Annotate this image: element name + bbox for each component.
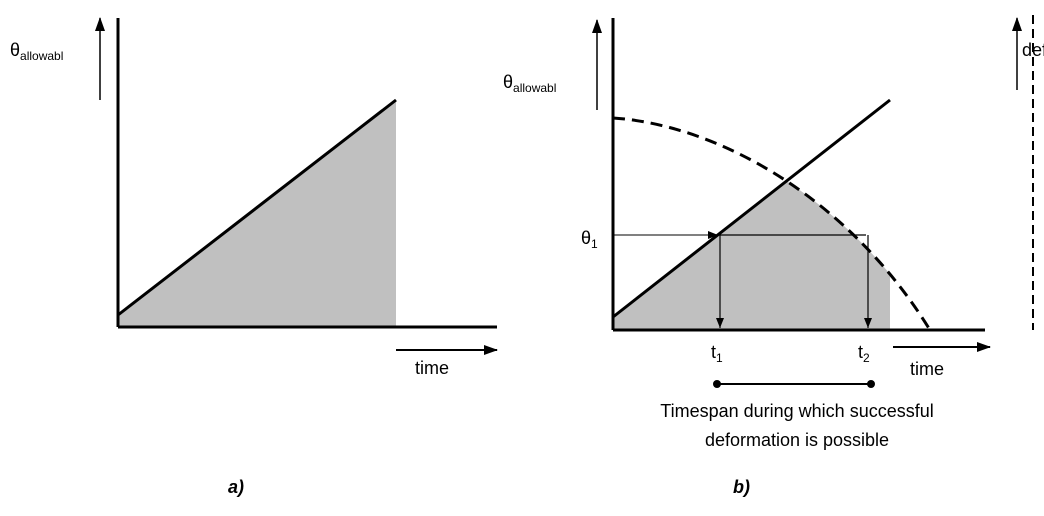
symbol: θ: [581, 228, 591, 248]
symbol: t: [711, 342, 716, 362]
panel-a: θallowabl time a): [10, 17, 498, 497]
subscript: allowabl: [513, 81, 556, 95]
panel-b: θallowabl def θ1 t1 t2 time Timespan dur…: [503, 15, 1044, 497]
timespan-end: [867, 380, 875, 388]
y-label: θallowabl: [503, 72, 556, 95]
caption: b): [733, 477, 750, 497]
subscript: 2: [863, 351, 870, 365]
x-label: time: [910, 359, 944, 379]
note-line: deformation is possible: [705, 430, 889, 450]
limit-line: [117, 98, 397, 317]
caption: a): [228, 477, 244, 497]
subscript: 1: [591, 237, 598, 251]
right-label: def: [1022, 40, 1044, 60]
symbol: θ: [10, 40, 20, 60]
subscript: allowabl: [20, 49, 63, 63]
limit-line: [612, 98, 891, 319]
note-line: Timespan during which successful: [660, 401, 933, 421]
symbol: t: [858, 342, 863, 362]
shaded-area: [613, 118, 890, 330]
dashed-curve: [612, 116, 932, 331]
shaded-area: [118, 100, 396, 327]
t2-label: t2: [858, 342, 870, 365]
x-label: time: [415, 358, 449, 378]
theta1-label: θ1: [581, 228, 598, 251]
timespan-start: [713, 380, 721, 388]
symbol: θ: [503, 72, 513, 92]
t1-label: t1: [711, 342, 723, 365]
subscript: 1: [716, 351, 723, 365]
y-label: θallowabl: [10, 40, 63, 63]
